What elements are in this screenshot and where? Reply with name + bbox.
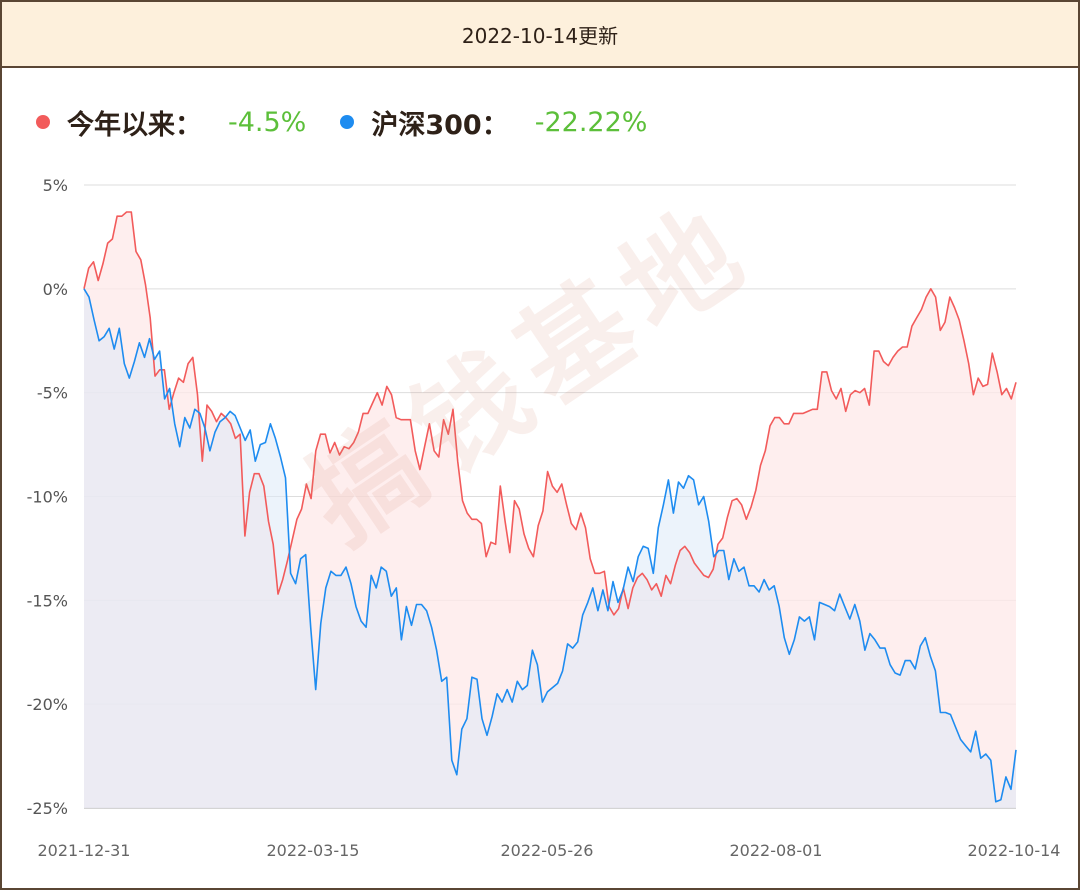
y-tick-label: 5% xyxy=(43,176,68,195)
ytd-label: 今年以来： xyxy=(67,109,202,141)
csi300-label: 沪深300： xyxy=(371,109,509,141)
legend: 今年以来： -4.5% 沪深300： -22.22% xyxy=(36,100,681,144)
x-tick-label: 2021-12-31 xyxy=(38,841,131,860)
csi300-value: -22.22% xyxy=(534,106,648,138)
x-tick-label: 2022-08-01 xyxy=(730,841,823,860)
csi300-dot-icon xyxy=(340,115,355,129)
y-tick-label: -25% xyxy=(27,799,68,818)
line-chart: 5% 0% -5% -10% -15% -20% -25% 2021-12-31 2022-03… xyxy=(27,176,1061,860)
legend-item-csi300[interactable]: 沪深300： -22.22% xyxy=(340,103,647,142)
y-tick-label: -20% xyxy=(27,695,68,714)
x-tick-label: 2022-05-26 xyxy=(501,841,594,860)
ytd-value: -4.5% xyxy=(228,106,307,138)
y-tick-label: 0% xyxy=(43,280,68,299)
ytd-line xyxy=(83,211,1017,616)
x-tick-label: 2022-10-14 xyxy=(968,841,1061,860)
update-title: 2022-10-14更新 xyxy=(461,23,619,48)
y-tick-label: -10% xyxy=(27,488,68,507)
y-tick-label: -5% xyxy=(37,384,68,403)
ytd-dot-icon xyxy=(36,115,50,129)
legend-item-ytd[interactable]: 今年以来： -4.5% xyxy=(36,103,306,142)
y-tick-label: -15% xyxy=(27,591,68,610)
x-tick-label: 2022-03-15 xyxy=(267,841,360,860)
csi300-line xyxy=(83,288,1017,803)
update-header: 2022-10-14更新 xyxy=(2,2,1078,68)
